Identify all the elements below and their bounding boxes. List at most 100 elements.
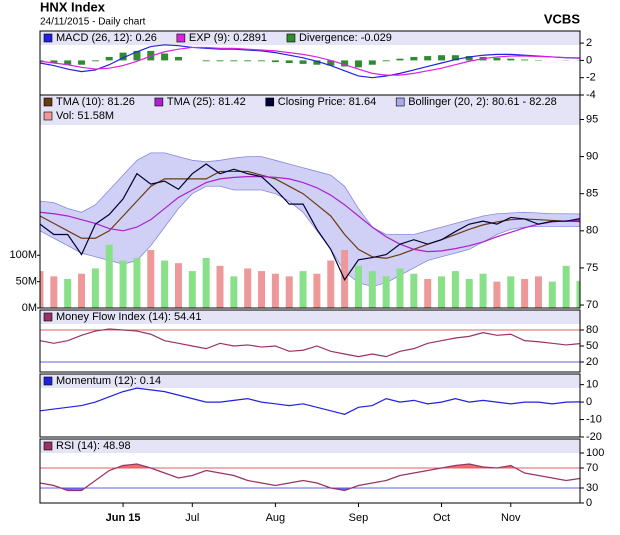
legend-label: Divergence: -0.029: [299, 32, 392, 44]
bar: [271, 273, 279, 308]
bar: [78, 273, 86, 308]
y-tick-label: -10: [586, 413, 602, 425]
overbought-fill: [40, 464, 580, 468]
bar: [382, 276, 390, 308]
chart-subtitle: 24/11/2015 - Daily chart: [40, 17, 146, 28]
bar: [50, 276, 58, 308]
x-tick-label: Aug: [266, 512, 286, 524]
legend-background: [40, 95, 580, 125]
plot-layer: [40, 463, 580, 492]
legend-label: TMA (25): 81.42: [167, 96, 246, 108]
bar: [410, 273, 418, 308]
bar: [521, 279, 529, 308]
y2-tick-label: 100M: [9, 249, 37, 261]
bar: [285, 276, 293, 308]
plot-layer: [40, 328, 580, 363]
bar: [78, 60, 86, 65]
legend-label: Closing Price: 81.64: [278, 96, 376, 108]
bar: [438, 55, 446, 61]
y-tick-label: 90: [586, 151, 598, 163]
bar: [91, 60, 99, 62]
plot-layer: [40, 152, 580, 308]
bar: [327, 260, 335, 308]
bar: [354, 60, 362, 68]
bar: [174, 56, 182, 61]
y-tick-label: 0: [586, 497, 592, 509]
bar: [216, 265, 224, 308]
bar: [465, 279, 473, 308]
x-tick-label: Jun 15: [106, 512, 141, 524]
bar: [161, 260, 169, 308]
bar: [271, 60, 279, 63]
legend-label: Bollinger (20, 2): 80.61 - 82.28: [408, 96, 557, 108]
bar: [230, 60, 238, 62]
legend-background: [40, 439, 580, 453]
x-tick-label: Sep: [349, 512, 369, 524]
y-tick-label: 80: [586, 225, 598, 237]
bar: [451, 271, 459, 308]
bar: [493, 57, 501, 61]
panel-frame: [39, 438, 581, 504]
legend-swatch: [43, 376, 53, 386]
bar: [202, 60, 210, 62]
y-tick-label: 75: [586, 262, 598, 274]
bar: [299, 271, 307, 308]
bar: [313, 60, 321, 65]
bar: [341, 60, 349, 67]
bar: [285, 60, 293, 63]
legend-background: [40, 310, 580, 324]
bar: [188, 271, 196, 308]
plot-layer: [40, 387, 580, 415]
line: [40, 46, 580, 76]
y-tick-label: 70: [586, 299, 598, 311]
bar: [521, 59, 529, 61]
y-tick-label: 70: [586, 462, 598, 474]
bar: [507, 276, 515, 308]
bar: [493, 281, 501, 308]
bar: [64, 279, 72, 308]
y2-tick-label: 0M: [22, 302, 37, 314]
bar: [424, 56, 432, 61]
bar: [451, 55, 459, 61]
line: [40, 387, 580, 415]
y-tick-label: 85: [586, 188, 598, 200]
bar: [576, 280, 580, 308]
bar: [91, 268, 99, 308]
legend-swatch: [43, 312, 53, 322]
chart-title: HNX Index: [40, 0, 106, 14]
legend-swatch: [43, 97, 53, 107]
bar: [258, 60, 266, 62]
panel-frame: [39, 373, 581, 438]
y-tick-label: 95: [586, 113, 598, 125]
legend-background: [40, 31, 580, 45]
plot-layer: [40, 44, 580, 79]
bar: [562, 265, 570, 308]
bar: [438, 276, 446, 308]
bar: [50, 60, 58, 63]
bar: [133, 257, 141, 308]
legend-label: EXP (9): 0.2891: [189, 32, 267, 44]
brand: VCBS: [544, 11, 580, 26]
y-tick-label: 100: [586, 447, 604, 459]
bar: [382, 60, 390, 62]
bar: [119, 260, 127, 308]
legend-swatch: [265, 97, 275, 107]
legend-label: Money Flow Index (14): 54.41: [56, 311, 202, 323]
legend-swatch: [154, 97, 164, 107]
bar: [174, 263, 182, 308]
line: [40, 170, 580, 259]
legend-swatch: [286, 33, 296, 43]
bar: [327, 60, 335, 66]
y-tick-label: 0: [586, 54, 592, 66]
bar: [258, 271, 266, 308]
bar: [161, 53, 169, 61]
bar: [396, 268, 404, 308]
y-tick-label: 10: [586, 379, 598, 391]
bar: [216, 60, 224, 62]
bar: [244, 60, 252, 62]
x-tick-label: Nov: [501, 512, 521, 524]
bar: [105, 244, 113, 308]
bar: [133, 50, 141, 61]
y2-tick-label: 50M: [16, 276, 37, 288]
